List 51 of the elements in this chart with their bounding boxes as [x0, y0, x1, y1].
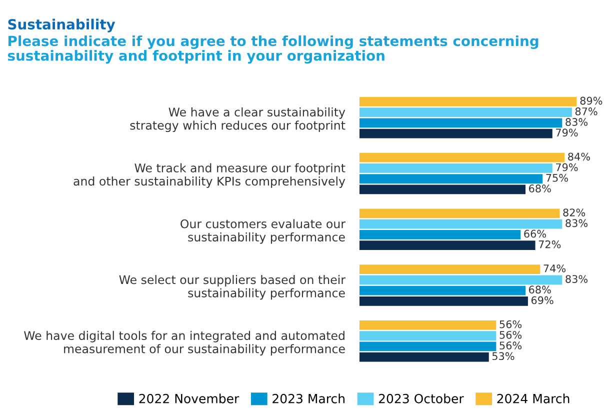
- bar: [359, 208, 560, 218]
- y-tick-label: We have a clear sustainability strategy which reduces our footprint: [130, 107, 346, 132]
- bar: [359, 128, 552, 138]
- bar: [359, 152, 565, 162]
- data-label: 56%: [500, 320, 522, 328]
- chart-subtitle: Please indicate if you agree to the following statements concerning sustainability and footprint in your organization: [8, 35, 538, 64]
- data-label: 66%: [524, 230, 546, 238]
- legend-label: 2022 November: [139, 394, 240, 404]
- text: Sustainability: [8, 18, 116, 32]
- y-tick-label: We track and measure our footprint and other sustainability KPIs comprehensively: [74, 163, 346, 188]
- y-tick-label: We have digital tools for an integrated and automated measurement of our sustainability performance: [24, 330, 345, 356]
- bar: [359, 163, 552, 173]
- bar: [359, 118, 562, 128]
- bar: [359, 174, 543, 184]
- legend-label: 2023 October: [378, 394, 464, 404]
- bar: [359, 320, 496, 330]
- y-tick-label: Our customers evaluate our sustainability performance: [180, 219, 346, 244]
- data-label: 89%: [580, 96, 602, 105]
- bar: [359, 264, 540, 274]
- data-label: 72%: [538, 240, 561, 248]
- bar: [359, 296, 528, 306]
- bar: [359, 184, 526, 194]
- data-label: 83%: [566, 275, 588, 283]
- data-label: 83%: [566, 118, 588, 126]
- bar: [359, 352, 489, 362]
- data-label: 82%: [563, 208, 586, 216]
- bar: [359, 286, 526, 296]
- bar: [359, 342, 496, 352]
- bar: [359, 331, 496, 340]
- y-tick-label: We select our suppliers based on their sustainability performance: [119, 275, 346, 300]
- bar: [359, 219, 562, 229]
- bar: [359, 96, 577, 106]
- data-label: 56%: [500, 342, 522, 350]
- legend-label: 2024 March: [497, 394, 570, 404]
- data-label: 79%: [556, 163, 578, 172]
- data-label: 69%: [531, 296, 554, 304]
- data-label: 75%: [546, 174, 568, 182]
- bar: [359, 240, 536, 250]
- data-label: 84%: [568, 152, 590, 161]
- data-label: 56%: [500, 330, 522, 339]
- bar: [359, 275, 562, 285]
- data-label: 68%: [529, 286, 551, 294]
- bar: [359, 108, 572, 117]
- data-label: 87%: [575, 107, 598, 116]
- data-label: 79%: [556, 128, 578, 137]
- data-label: 53%: [492, 352, 514, 360]
- data-label: 74%: [544, 264, 566, 272]
- data-label: 83%: [566, 219, 588, 228]
- legend-label: 2023 March: [272, 394, 344, 404]
- bar: [359, 230, 521, 240]
- data-label: 68%: [529, 184, 551, 192]
